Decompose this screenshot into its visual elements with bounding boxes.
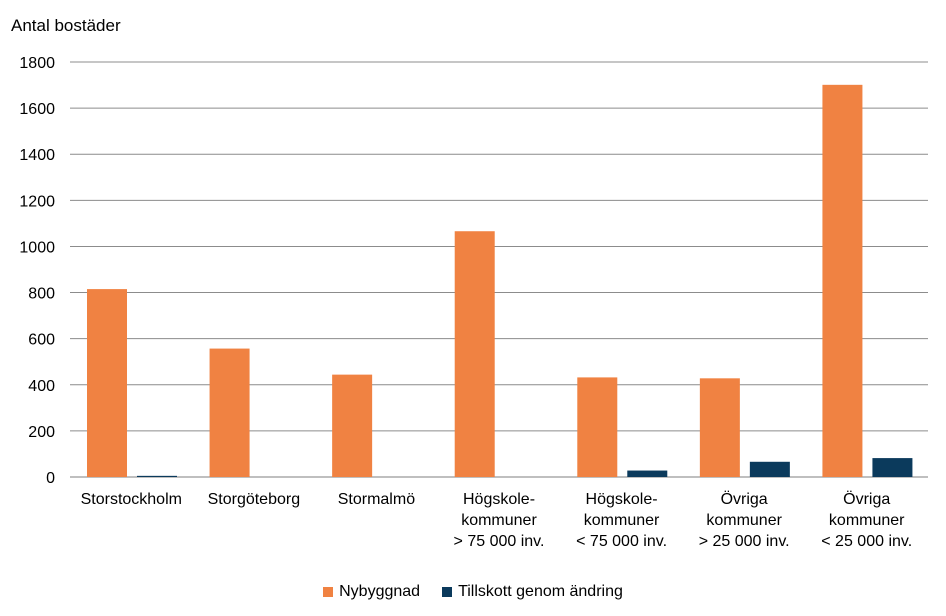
y-tick-label: 1000 xyxy=(19,239,55,256)
y-tick-label: 600 xyxy=(28,332,55,349)
category-label: > 25 000 inv. xyxy=(699,533,790,550)
y-tick-label: 1800 xyxy=(19,55,55,72)
y-axis-ticks: 0 200 400 600 800 1000 1200 1400 1600 1800 xyxy=(19,55,55,487)
legend-label: Tillskott genom ändring xyxy=(458,583,623,601)
bar-tillskott-0 xyxy=(137,476,177,477)
category-label: Högskole- xyxy=(463,491,535,508)
legend: Nybyggnad Tillskott genom ändring xyxy=(0,583,946,601)
bar-nybyggnad-1 xyxy=(210,349,250,477)
category-label: kommuner xyxy=(829,512,905,529)
category-label: kommuner xyxy=(461,512,537,529)
category-label: kommuner xyxy=(706,512,782,529)
gridlines xyxy=(70,62,928,477)
category-label: < 75 000 inv. xyxy=(576,533,667,550)
bar-nybyggnad-3 xyxy=(455,231,495,477)
legend-item: Tillskott genom ändring xyxy=(442,583,623,601)
y-tick-label: 0 xyxy=(46,470,55,487)
bar-nybyggnad-5 xyxy=(700,378,740,477)
category-label: Stormalmö xyxy=(338,491,415,508)
category-label: > 75 000 inv. xyxy=(454,533,545,550)
bars xyxy=(87,85,912,477)
y-tick-label: 1600 xyxy=(19,101,55,118)
y-tick-label: 400 xyxy=(28,378,55,395)
category-label: Storstockholm xyxy=(81,491,182,508)
y-tick-label: 800 xyxy=(28,286,55,303)
x-axis-categories: Storstockholm Storgöteborg Stormalmö Högsko… xyxy=(81,490,913,550)
bar-tillskott-4 xyxy=(627,471,667,477)
y-tick-label: 200 xyxy=(28,424,55,441)
y-axis-label: Antal bostäder xyxy=(11,16,121,35)
y-tick-label: 1200 xyxy=(19,193,55,210)
category-label: Storgöteborg xyxy=(208,491,301,508)
category-label: kommuner xyxy=(584,512,660,529)
bar-tillskott-5 xyxy=(750,462,790,477)
category-label: < 25 000 inv. xyxy=(821,533,912,550)
legend-label: Nybyggnad xyxy=(339,583,420,601)
category-label: Övriga xyxy=(721,490,768,508)
category-label: Övriga xyxy=(843,490,890,508)
legend-swatch xyxy=(323,587,333,597)
bar-nybyggnad-0 xyxy=(87,289,127,477)
bar-tillskott-6 xyxy=(872,458,912,477)
bar-chart: Antal bostäder 0 200 400 600 800 1000 1200 1400… xyxy=(0,0,946,616)
category-label: Högskole- xyxy=(586,491,658,508)
bar-nybyggnad-2 xyxy=(332,375,372,477)
bar-nybyggnad-6 xyxy=(822,85,862,477)
legend-item: Nybyggnad xyxy=(323,583,420,601)
y-tick-label: 1400 xyxy=(19,147,55,164)
legend-swatch xyxy=(442,587,452,597)
bar-nybyggnad-4 xyxy=(577,377,617,477)
